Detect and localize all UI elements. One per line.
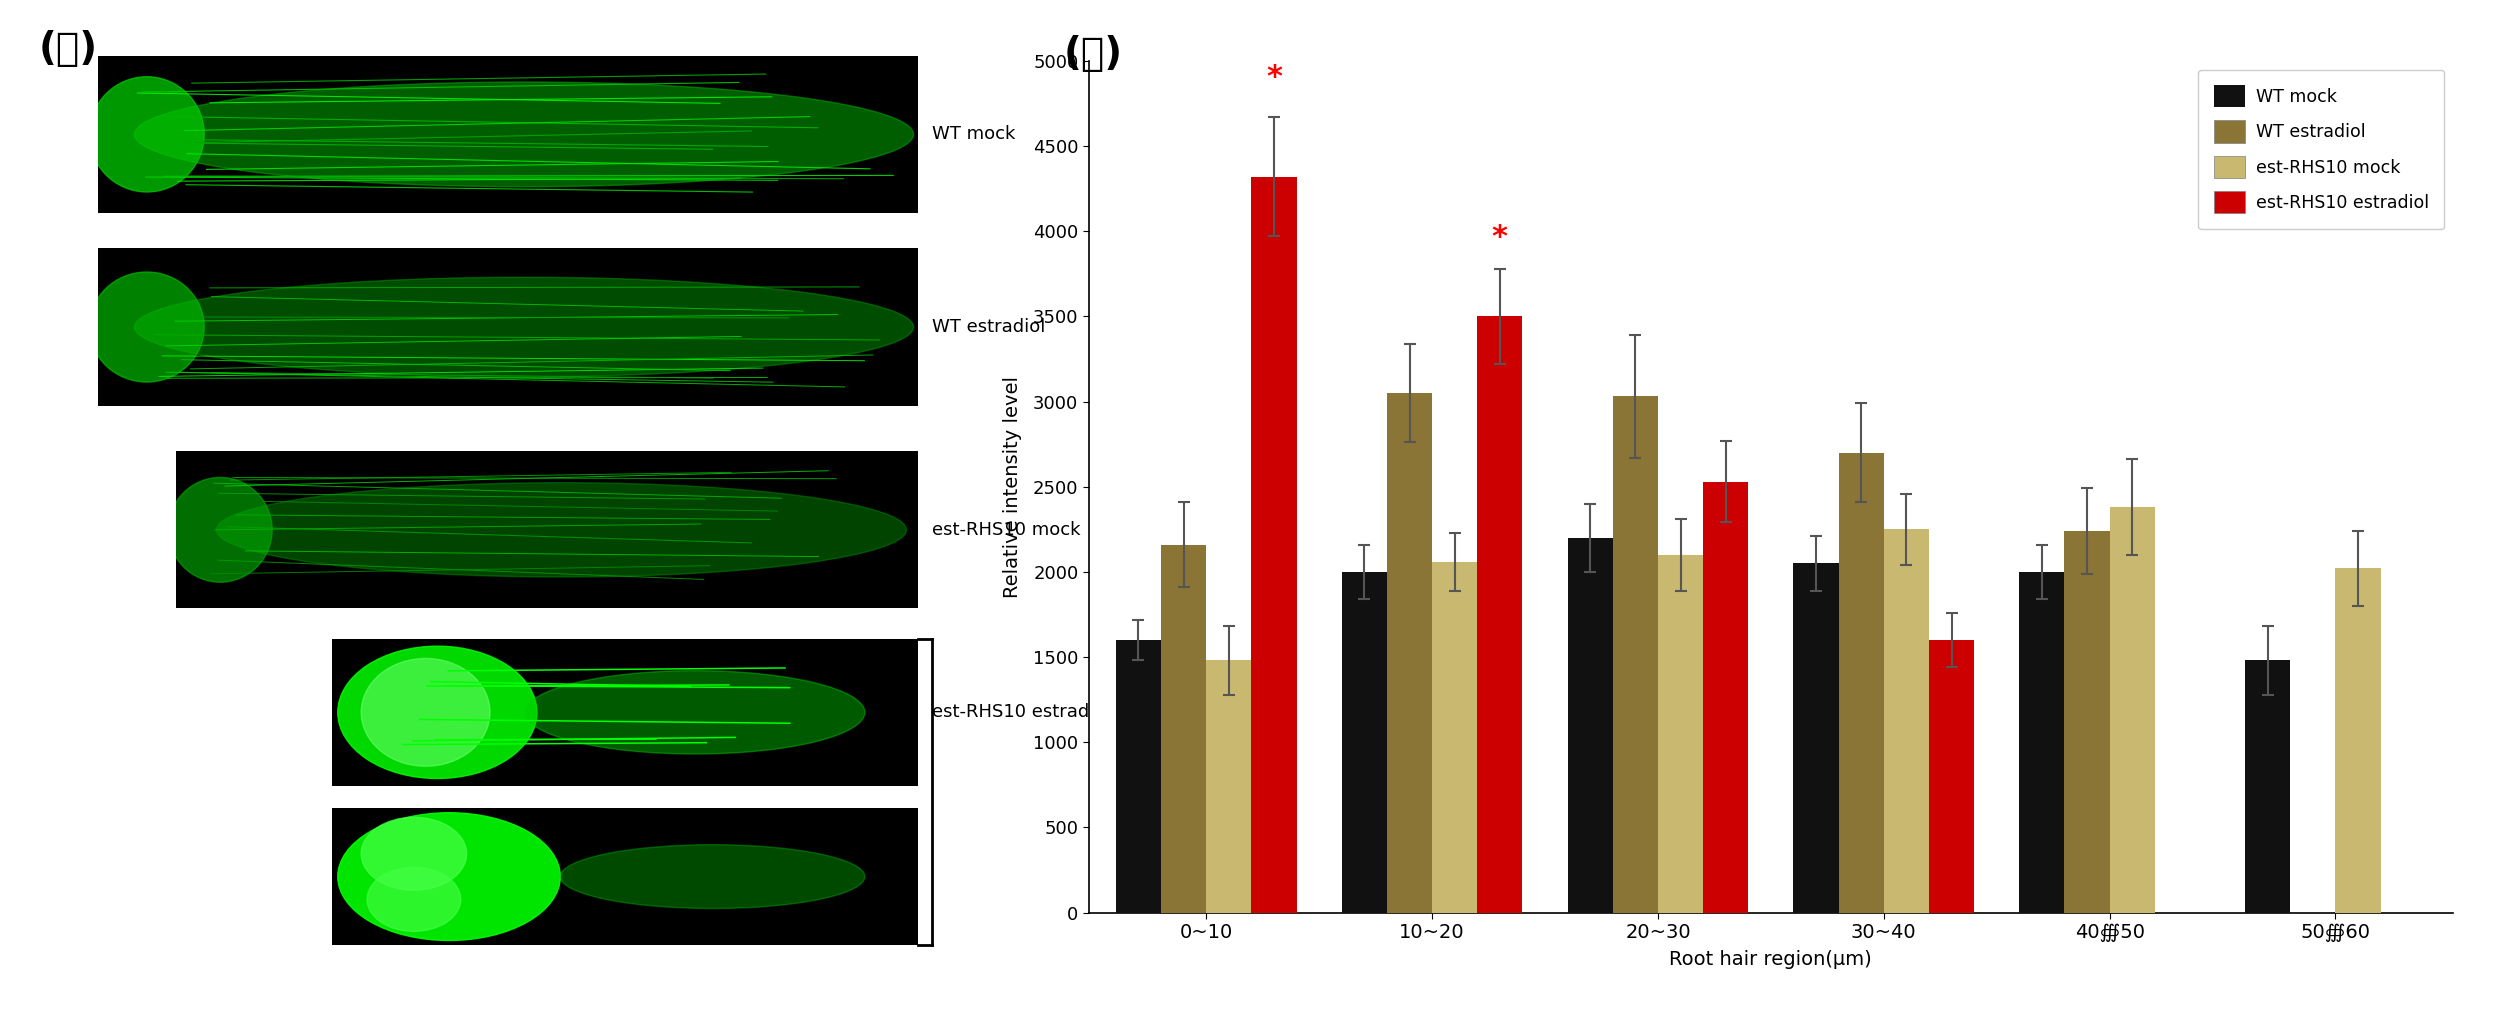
Bar (2020, 572, 2065, 913)
Ellipse shape (90, 272, 205, 382)
Text: *: * (1267, 63, 1282, 91)
FancyBboxPatch shape (175, 451, 919, 608)
Ellipse shape (218, 483, 906, 577)
FancyBboxPatch shape (98, 248, 919, 406)
Bar (1116, 640, 1161, 913)
Bar (1702, 482, 1747, 913)
Ellipse shape (90, 77, 205, 192)
FancyBboxPatch shape (333, 639, 919, 786)
Ellipse shape (561, 845, 866, 909)
Bar (2245, 660, 2290, 913)
Bar (1840, 452, 1885, 913)
Ellipse shape (135, 277, 914, 377)
Ellipse shape (368, 867, 461, 931)
Text: WT mock: WT mock (931, 126, 1016, 143)
Text: est-RHS10 estradiol: est-RHS10 estradiol (931, 704, 1111, 721)
Text: est-RHS10 mock: est-RHS10 mock (931, 521, 1081, 538)
Bar (2065, 531, 2110, 913)
Bar (1567, 537, 1612, 913)
Bar (1206, 660, 1252, 913)
Bar (1612, 396, 1657, 913)
Bar (2335, 569, 2380, 913)
Text: *: * (1492, 223, 1507, 251)
Legend: WT mock, WT estradiol, est-RHS10 mock, est-RHS10 estradiol: WT mock, WT estradiol, est-RHS10 mock, e… (2198, 70, 2445, 229)
Bar (1387, 393, 1432, 913)
Bar (1795, 564, 1840, 913)
Text: (나): (나) (1064, 35, 1124, 73)
Bar (2110, 507, 2155, 913)
Bar (1477, 316, 1522, 913)
Ellipse shape (168, 478, 273, 582)
Bar (1885, 529, 1930, 913)
FancyBboxPatch shape (98, 56, 919, 213)
Bar (1342, 572, 1387, 913)
X-axis label: Root hair region(μm): Root hair region(μm) (1670, 950, 1872, 969)
Bar (1657, 555, 1702, 913)
Bar (1930, 640, 1975, 913)
Ellipse shape (338, 813, 561, 941)
Ellipse shape (360, 817, 466, 890)
Ellipse shape (338, 646, 538, 779)
Bar (1432, 562, 1477, 913)
FancyBboxPatch shape (333, 808, 919, 945)
Text: WT estradiol: WT estradiol (931, 318, 1046, 336)
Bar (1161, 545, 1206, 913)
Ellipse shape (526, 670, 866, 754)
Bar (1252, 176, 1297, 913)
Text: (가): (가) (40, 30, 98, 68)
Ellipse shape (135, 82, 914, 187)
Y-axis label: Relative intensity level: Relative intensity level (1004, 376, 1021, 597)
Ellipse shape (360, 658, 491, 767)
